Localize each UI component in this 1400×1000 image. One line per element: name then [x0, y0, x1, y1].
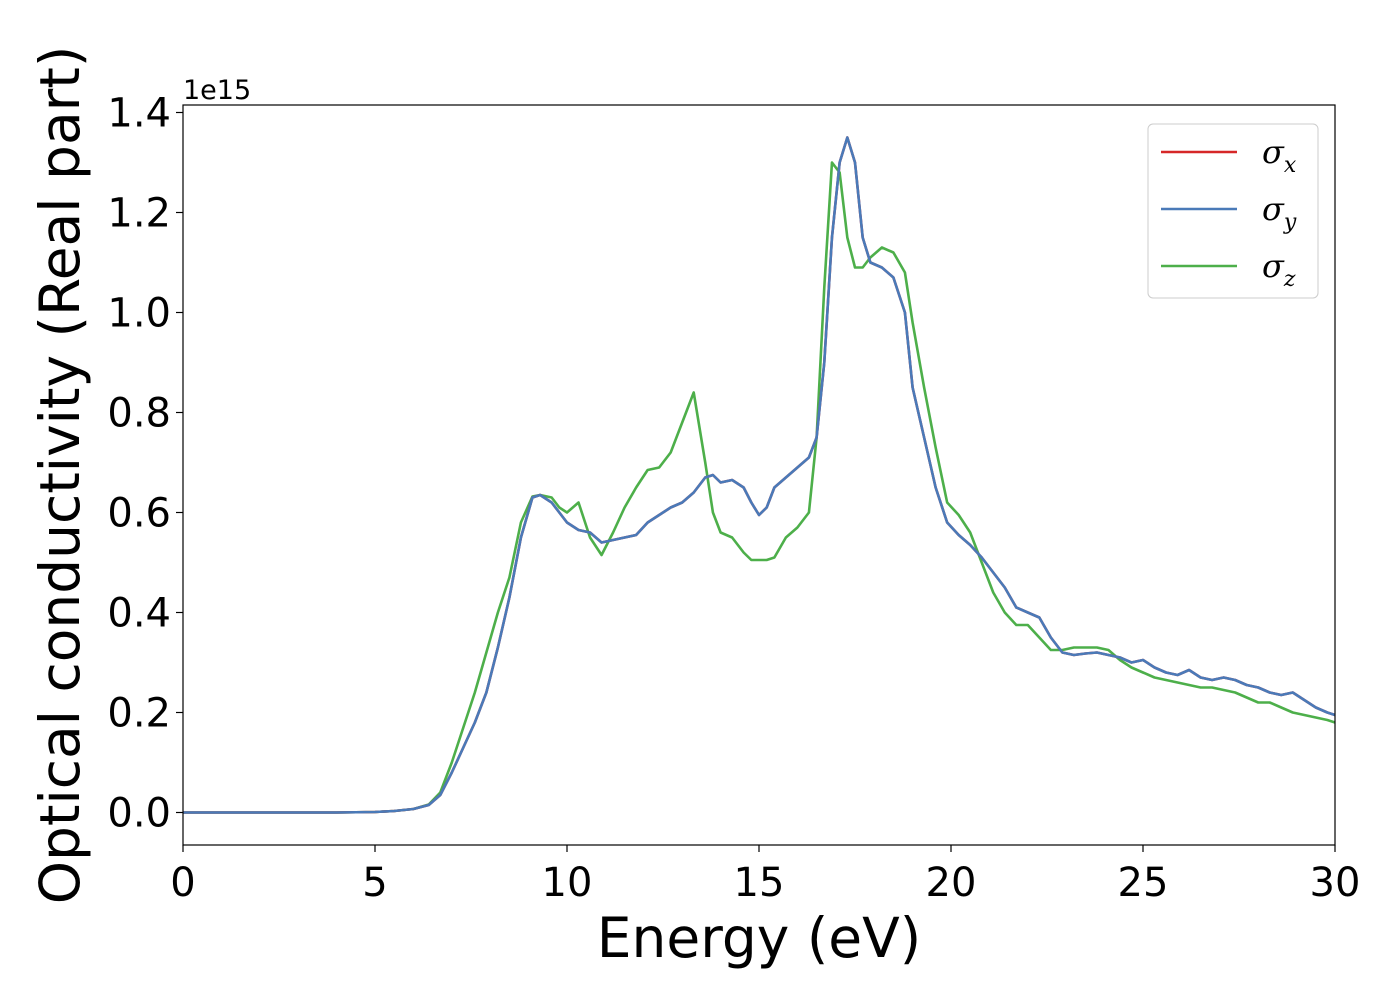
- y-axis-offset-label: 1e15: [183, 75, 251, 106]
- legend-label-z: σz: [1262, 247, 1296, 292]
- x-tick-label: 30: [1310, 860, 1361, 906]
- x-tick-label: 15: [734, 860, 785, 906]
- legend-subscript: y: [1283, 210, 1297, 235]
- y-tick-label: 0.0: [107, 791, 171, 837]
- y-tick-label: 0.6: [107, 491, 171, 537]
- series-layer: [183, 136, 1335, 814]
- legend-subscript: x: [1284, 153, 1297, 178]
- y-tick-label: 1.0: [107, 291, 171, 337]
- y-tick-label: 0.2: [107, 691, 171, 737]
- series-line-y: [183, 136, 1335, 814]
- legend-frame: [1147, 123, 1319, 299]
- legend-symbol: σ: [1262, 133, 1285, 171]
- y-tick-label: 0.4: [107, 591, 171, 637]
- y-tick-label: 1.4: [107, 91, 171, 137]
- x-axis-ticks: 0 5 10 15 20 25 30: [170, 845, 1360, 906]
- x-tick-label: 0: [170, 860, 195, 906]
- y-tick-label: 0.8: [107, 391, 171, 437]
- legend-subscript: z: [1283, 267, 1296, 292]
- legend-symbol: σ: [1262, 247, 1285, 285]
- legend-symbol: σ: [1262, 190, 1285, 228]
- y-tick-label: 1.2: [107, 191, 171, 237]
- y-axis-ticks: 0.0 0.2 0.4 0.6 0.8 1.0 1.2 1.4: [107, 91, 183, 837]
- x-tick-label: 10: [542, 860, 593, 906]
- x-tick-label: 25: [1118, 860, 1169, 906]
- legend-label-y: σy: [1262, 190, 1297, 235]
- x-axis-label: Energy (eV): [597, 906, 921, 970]
- x-tick-label: 5: [362, 860, 387, 906]
- y-axis-label: Optical conductivity (Real part): [28, 46, 92, 905]
- legend-label-x: σx: [1262, 133, 1297, 178]
- x-tick-label: 20: [926, 860, 977, 906]
